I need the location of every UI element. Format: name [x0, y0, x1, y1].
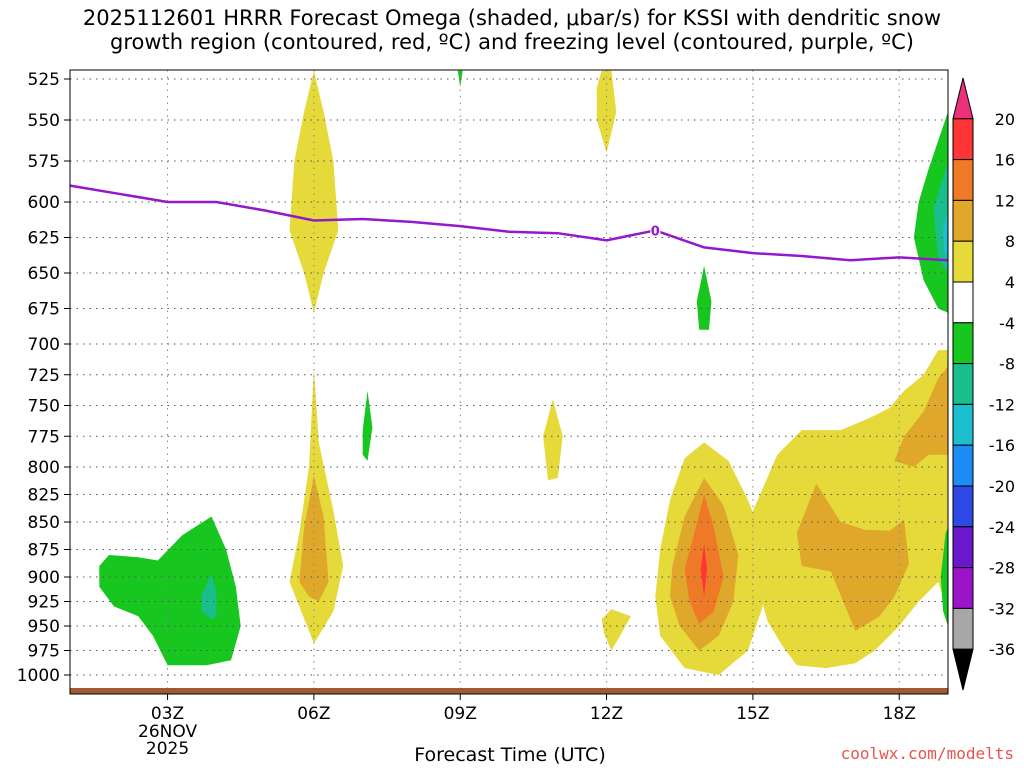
colorbar-swatch-8	[952, 403, 974, 446]
omega-region-teal-0300	[201, 573, 217, 620]
omega-region-green-0700	[362, 390, 373, 461]
y-tick-label-525: 525	[28, 70, 60, 90]
colorbar-label-1: 16	[995, 151, 1015, 170]
freezing-level-label: 0	[651, 224, 660, 239]
x-tick-year: 2025	[146, 739, 189, 759]
colorbar-swatch-5	[952, 281, 974, 324]
omega-region-yellow-1100	[543, 399, 563, 481]
omega-region-cyan-1900-top	[943, 209, 948, 259]
omega-region-green-1900-low	[940, 527, 948, 626]
omega-region-green-0200	[99, 516, 241, 666]
y-tick-label-550: 550	[28, 111, 60, 131]
x-tick-label-18Z: 18Z	[883, 704, 916, 724]
y-tick-label-625: 625	[28, 229, 60, 249]
colorbar-label-11: -28	[989, 559, 1015, 578]
x-tick-label-06Z: 06Z	[297, 704, 330, 724]
x-tick-label-12Z: 12Z	[590, 704, 623, 724]
ground-surface	[70, 688, 948, 694]
colorbar-swatch-min	[952, 648, 974, 691]
colorbar-label-8: -16	[989, 436, 1015, 455]
y-tick-label-600: 600	[28, 193, 60, 213]
y-tick-label-900: 900	[28, 568, 60, 588]
colorbar-swatch-11	[952, 526, 974, 569]
colorbar: 20 16 12 8 4 -4 -8 -12 -16 -20 -24 -28 -32 -36	[952, 77, 1015, 691]
colorbar-swatch-13	[952, 607, 974, 650]
y-tick-label-650: 650	[28, 264, 60, 284]
y-tick-label-925: 925	[28, 593, 60, 613]
colorbar-swatch-2	[952, 159, 974, 201]
colorbar-label-12: -32	[989, 599, 1015, 618]
chart-title-line1: 2025112601 HRRR Forecast Omega (shaded, …	[82, 6, 942, 30]
y-tick-label-950: 950	[28, 617, 60, 637]
omega-region-yellow-1200-low	[601, 609, 631, 651]
colorbar-swatch-max	[952, 77, 974, 120]
omega-region-orange-1800	[894, 366, 948, 467]
y-tick-label-850: 850	[28, 513, 60, 533]
y-tick-label-800: 800	[28, 458, 60, 478]
plot-frame	[69, 69, 949, 695]
x-tick-label-15Z: 15Z	[736, 704, 769, 724]
colorbar-label-5: -4	[999, 314, 1015, 333]
omega-shading	[99, 70, 948, 675]
colorbar-swatch-4	[952, 240, 974, 283]
y-tick-label-825: 825	[28, 486, 60, 506]
colorbar-swatch-12	[952, 567, 974, 609]
chart-title: 2025112601 HRRR Forecast Omega (shaded, …	[0, 6, 1024, 54]
freezing-level-line	[69, 184, 949, 262]
y-tick-label-575: 575	[28, 152, 60, 172]
freezing-level-layer: 0	[69, 184, 949, 262]
colorbar-swatch-6	[952, 322, 974, 365]
freezing-level-label-bg	[650, 224, 661, 237]
colorbar-label-10: -24	[989, 518, 1015, 537]
y-tick-label-775: 775	[28, 427, 60, 447]
y-axis: 525 550 575 600 625 650 675 700 725 750 775 800 825 8…	[17, 70, 70, 686]
colorbar-label-2: 12	[995, 191, 1015, 210]
omega-region-yellow-0530	[289, 70, 339, 313]
x-tick-date: 26NOV	[138, 722, 197, 742]
omega-region-yellow-top-1200	[596, 70, 617, 153]
colorbar-swatch-7	[952, 363, 974, 405]
colorbar-label-3: 8	[1005, 232, 1015, 251]
omega-region-green-1400	[696, 265, 712, 330]
colorbar-label-6: -8	[999, 355, 1015, 374]
y-tick-label-1000: 1000	[17, 666, 60, 686]
colorbar-label-7: -12	[989, 395, 1015, 414]
x-tick-label-09Z: 09Z	[444, 704, 477, 724]
y-tick-label-875: 875	[28, 541, 60, 561]
x-tick-label-03Z: 03Z	[151, 704, 184, 724]
y-tick-label-975: 975	[28, 642, 60, 662]
colorbar-label-13: -36	[989, 640, 1015, 659]
colorbar-label-4: 4	[1005, 273, 1015, 292]
chart-grid	[70, 70, 948, 694]
x-axis-label: Forecast Time (UTC)	[414, 744, 606, 766]
y-tick-label-675: 675	[28, 300, 60, 320]
chart-title-line2: growth region (contoured, red, ºC) and f…	[110, 30, 914, 54]
colorbar-swatch-10	[952, 485, 974, 528]
omega-region-green-1900-top	[913, 111, 948, 313]
y-tick-label-725: 725	[28, 366, 60, 386]
colorbar-swatch-9	[952, 444, 974, 487]
omega-region-yellow-1600	[752, 350, 948, 669]
omega-region-red-1400	[700, 544, 707, 597]
y-tick-label-750: 750	[28, 397, 60, 417]
colorbar-swatch-1	[952, 118, 974, 161]
colorbar-swatch-3	[952, 199, 974, 242]
source-credit: coolwx.com/modelts	[840, 744, 1014, 763]
omega-region-orange-1600	[796, 483, 909, 631]
colorbar-label-0: 20	[995, 110, 1015, 129]
y-tick-label-700: 700	[28, 335, 60, 355]
colorbar-label-9: -20	[989, 477, 1015, 496]
